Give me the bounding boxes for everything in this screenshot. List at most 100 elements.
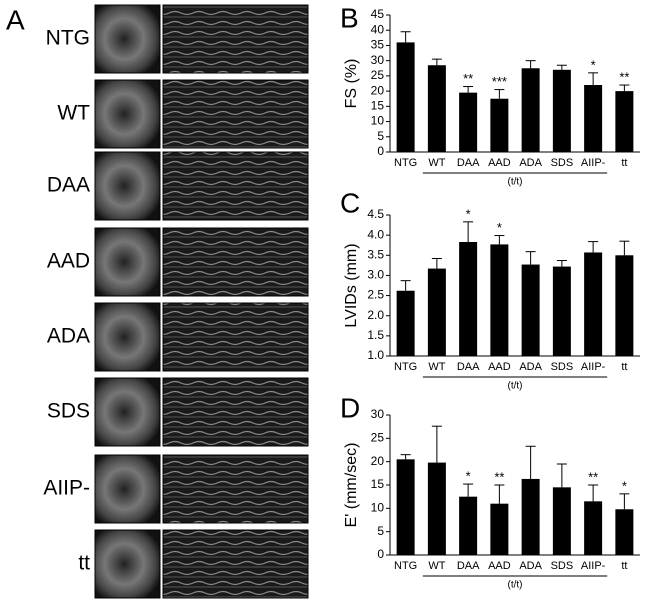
y-tick-label: 45 [371, 7, 385, 21]
bar [490, 244, 509, 356]
y-tick-label: 5 [377, 524, 384, 538]
y-tick-label: 2.0 [367, 308, 384, 322]
significance: ** [619, 69, 629, 84]
y-tick-label: 40 [371, 22, 385, 36]
x-tick-label: AAD [488, 157, 511, 169]
x-tick-label: NTG [394, 560, 417, 572]
significance: ** [463, 71, 473, 86]
x-tick-label: SDS [551, 361, 574, 373]
x-tick-label: AAD [488, 361, 511, 373]
group-label: (t/t) [508, 177, 523, 188]
row-label: SDS [47, 400, 90, 423]
echo-image [94, 454, 161, 524]
x-tick-label: WT [428, 361, 445, 373]
significance: * [622, 478, 627, 493]
mmode-image [162, 151, 309, 221]
significance: ** [494, 469, 504, 484]
x-tick-label: AIIP- [581, 560, 606, 572]
mmode-image [162, 4, 309, 74]
y-tick-label: 15 [371, 99, 385, 113]
y-tick-label: 3.5 [367, 247, 384, 261]
y-tick-label: 25 [371, 68, 385, 82]
bar [615, 509, 634, 555]
significance: * [466, 469, 471, 484]
row-label: AAD [47, 250, 90, 273]
panel-label: A [6, 4, 25, 35]
row-label: NTG [46, 27, 90, 50]
bar [552, 266, 571, 356]
bar [396, 42, 415, 152]
bar [584, 252, 603, 356]
y-tick-label: 20 [371, 454, 385, 468]
y-tick-label: 30 [371, 407, 385, 421]
x-tick-label: WT [428, 560, 445, 572]
y-tick-label: 10 [371, 501, 385, 515]
x-tick-label: AIIP- [581, 157, 606, 169]
x-tick-label: NTG [394, 157, 417, 169]
y-tick-label: 35 [371, 38, 385, 52]
group-label: (t/t) [508, 580, 523, 591]
bar [490, 98, 509, 152]
x-tick-label: NTG [394, 361, 417, 373]
y-axis-title: E' (mm/sec) [343, 443, 360, 528]
x-tick-label: tt [621, 560, 627, 572]
y-tick-label: 1.0 [367, 348, 384, 362]
row-label: AIIP- [43, 477, 90, 500]
echo-image [94, 227, 161, 297]
x-tick-label: ADA [519, 157, 542, 169]
panel-label: C [340, 187, 360, 218]
mmode-image [162, 377, 309, 447]
row-label: ADA [47, 325, 90, 348]
bar [396, 459, 415, 555]
y-tick-label: 20 [371, 83, 385, 97]
x-tick-label: AIIP- [581, 361, 606, 373]
bar [459, 496, 478, 555]
bar [615, 255, 634, 356]
bar [427, 65, 446, 152]
echo-image [94, 79, 161, 149]
mmode-image [162, 529, 309, 599]
row-label: WT [57, 102, 90, 125]
y-tick-label: 0 [377, 547, 384, 561]
row-label: tt [78, 552, 90, 575]
bar [521, 68, 540, 152]
bar [521, 478, 540, 555]
bar [459, 92, 478, 152]
y-tick-label: 30 [371, 53, 385, 67]
significance: * [497, 220, 502, 235]
bar [615, 91, 634, 152]
panel-label: D [340, 392, 360, 423]
bar [459, 241, 478, 356]
y-tick-label: 3.0 [367, 268, 384, 282]
y-tick-label: 2.5 [367, 288, 384, 302]
echo-image [94, 377, 161, 447]
x-tick-label: ADA [519, 361, 542, 373]
bar [396, 290, 415, 356]
bar [490, 503, 509, 555]
y-tick-label: 4.0 [367, 227, 384, 241]
echo-image [94, 151, 161, 221]
mmode-image [162, 454, 309, 524]
y-tick-label: 1.5 [367, 328, 384, 342]
x-tick-label: DAA [457, 157, 480, 169]
panel-label: B [340, 2, 359, 33]
row-label: DAA [47, 174, 90, 197]
echo-image [94, 529, 161, 599]
y-tick-label: 15 [371, 477, 385, 491]
mmode-image [162, 79, 309, 149]
mmode-image [162, 227, 309, 297]
bar [427, 268, 446, 356]
x-tick-label: ADA [519, 560, 542, 572]
group-label: (t/t) [508, 381, 523, 392]
x-tick-label: tt [621, 157, 627, 169]
x-tick-label: AAD [488, 560, 511, 572]
echo-image [94, 302, 161, 372]
bar [584, 501, 603, 555]
y-axis-title: LVIDs (mm) [343, 243, 360, 327]
echo-image [94, 4, 161, 74]
bar [552, 487, 571, 555]
y-axis-title: FS (%) [343, 59, 360, 109]
y-tick-label: 4.5 [367, 207, 384, 221]
significance: * [466, 206, 471, 221]
